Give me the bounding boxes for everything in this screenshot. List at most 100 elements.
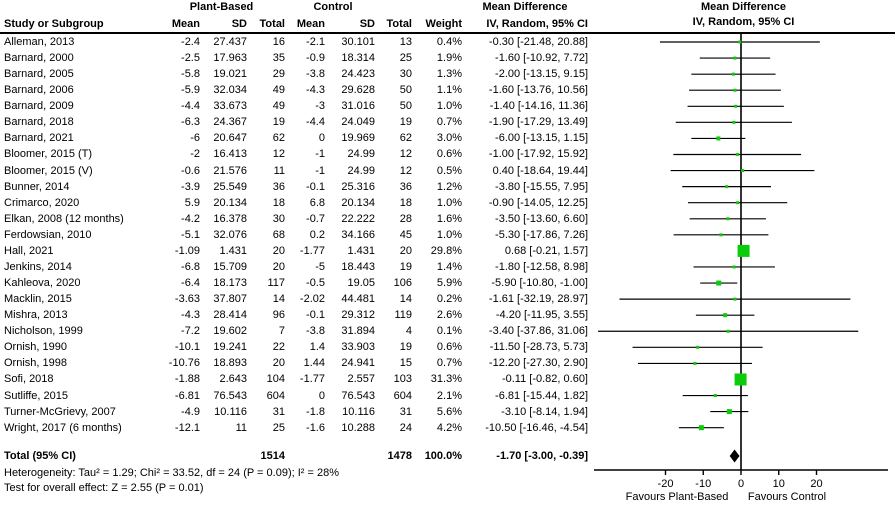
c-sd: 10.116 — [342, 405, 375, 418]
effect-marker — [734, 104, 738, 108]
c-sd: 44.481 — [341, 293, 375, 306]
total-c-n: 1478 — [387, 450, 412, 462]
study-row: Mishra, 2013 -4.3 28.414 96 -0.1 29.312 119 2.6… — [0, 307, 588, 323]
c-mean: -0.1 — [306, 180, 325, 193]
c-mean: -3.8 — [306, 68, 325, 81]
study-name: Barnard, 2006 — [4, 84, 74, 97]
pb-total: 29 — [272, 68, 285, 81]
md-ci: -1.40 [-14.16, 11.36] — [489, 100, 588, 113]
study-row: Crimarco, 2020 5.9 20.134 18 6.8 20.134 18 1.0%… — [0, 195, 588, 211]
c-sd: 33.903 — [341, 341, 375, 354]
group-header-control: Control — [313, 1, 353, 13]
weight: 0.2% — [436, 293, 462, 306]
md-ci: -3.50 [-13.60, 6.60] — [495, 212, 588, 225]
effect-marker — [733, 56, 737, 60]
md-ci: -1.80 [-12.58, 8.98] — [495, 260, 588, 273]
pb-mean: -5.1 — [181, 228, 200, 241]
pb-total: 30 — [272, 212, 285, 225]
c-total: 13 — [399, 36, 412, 48]
c-total: 4 — [405, 325, 412, 338]
study-row: Turner-McGrievy, 2007 -4.9 10.116 31 -1.8 10.… — [0, 404, 588, 420]
total-row: Total (95% CI) 1514 1478 100.0% -1.70 [-… — [0, 448, 588, 464]
col-header-md-ci: IV, Random, 95% CI — [486, 18, 588, 30]
study-row: Bloomer, 2015 (T) -2 16.413 12 -1 24.99 12 0.6%… — [0, 146, 588, 162]
effect-marker — [726, 409, 732, 415]
study-name: Ornish, 1998 — [4, 357, 67, 370]
pb-total: 117 — [267, 277, 285, 290]
axis-tick-label: -10 — [695, 478, 711, 490]
weight: 4.2% — [436, 421, 462, 434]
weight: 31.3% — [430, 373, 462, 386]
study-name: Bunner, 2014 — [4, 180, 70, 193]
c-total: 19 — [399, 116, 412, 129]
pb-mean: -2.4 — [181, 36, 200, 48]
pb-sd: 20.647 — [213, 132, 247, 145]
weight: 1.2% — [436, 180, 462, 193]
weight: 1.9% — [436, 52, 462, 65]
pb-sd: 17.963 — [213, 52, 247, 65]
study-row: Hall, 2021 -1.09 1.431 20 -1.77 1.431 20 29.8% 0… — [0, 243, 588, 259]
c-total: 103 — [393, 373, 412, 386]
pb-sd: 24.367 — [213, 116, 247, 129]
c-sd: 31.016 — [341, 100, 375, 113]
study-row: Ferdowsian, 2010 -5.1 32.076 68 0.2 34.166 45 1… — [0, 227, 588, 243]
md-ci: -3.80 [-15.55, 7.95] — [495, 180, 588, 193]
pb-total: 49 — [272, 84, 285, 97]
c-total: 25 — [399, 52, 412, 65]
pb-sd: 16.378 — [213, 212, 247, 225]
md-ci: -1.00 [-17.92, 15.92] — [488, 148, 588, 161]
col-header-pb-total: Total — [259, 18, 285, 30]
study-name: Elkan, 2008 (12 months) — [4, 212, 124, 225]
study-name: Sutliffe, 2015 — [4, 389, 69, 402]
col-header-study: Study or Subgroup — [4, 18, 104, 30]
c-total: 15 — [399, 357, 412, 370]
col-header-pb-mean: Mean — [171, 18, 200, 30]
effect-marker — [732, 265, 736, 269]
pb-total: 68 — [272, 228, 285, 241]
c-mean: -0.9 — [306, 52, 325, 65]
pb-mean: -1.88 — [174, 373, 200, 386]
weight: 1.0% — [436, 100, 462, 113]
effect-marker — [732, 120, 736, 124]
pb-total: 20 — [272, 260, 285, 273]
study-name: Nicholson, 1999 — [4, 325, 83, 338]
pb-sd: 19.602 — [213, 325, 247, 338]
md-ci: -1.90 [-17.29, 13.49] — [488, 116, 588, 129]
total-label: Total (95% CI) — [4, 450, 76, 462]
study-row: Barnard, 2021 -6 20.647 62 0 19.969 62 3.0% -6.0… — [0, 130, 588, 146]
pb-sd: 16.413 — [213, 148, 247, 161]
c-sd: 25.316 — [341, 180, 375, 193]
weight: 29.8% — [430, 244, 462, 257]
pb-total: 25 — [272, 421, 285, 434]
pb-total: 11 — [273, 164, 285, 177]
study-row: Bloomer, 2015 (V) -0.6 21.576 11 -1 24.99 12 0.… — [0, 163, 588, 179]
study-name: Macklin, 2015 — [4, 293, 72, 306]
pb-mean: -6.81 — [174, 389, 200, 402]
pb-mean: -2 — [190, 148, 200, 161]
study-name: Kahleova, 2020 — [4, 277, 81, 290]
effect-marker — [726, 329, 730, 333]
c-mean: -1.6 — [306, 421, 325, 434]
pb-mean: -4.4 — [181, 100, 200, 113]
c-mean: -1 — [315, 148, 325, 161]
pb-total: 104 — [266, 373, 285, 386]
study-row: Ornish, 1998 -10.76 18.893 20 1.44 24.941 15 0.… — [0, 355, 588, 371]
effect-marker — [741, 169, 745, 173]
weight: 1.0% — [436, 196, 462, 209]
c-mean: -5 — [315, 260, 325, 273]
effect-marker — [716, 136, 721, 141]
md-ci: -6.81 [-15.44, 1.82] — [495, 389, 588, 402]
pb-sd: 18.893 — [213, 357, 247, 370]
c-total: 28 — [399, 212, 412, 225]
pb-total: 20 — [272, 357, 285, 370]
weight: 1.4% — [436, 260, 462, 273]
study-name: Sofi, 2018 — [4, 373, 54, 386]
md-ci: -11.50 [-28.73, 5.73] — [489, 341, 588, 354]
pb-total: 20 — [272, 244, 285, 257]
c-sd: 29.628 — [341, 84, 375, 97]
group-header-plant-based: Plant-Based — [189, 1, 254, 13]
c-mean: -1.77 — [299, 373, 325, 386]
c-total: 119 — [394, 309, 412, 322]
study-row: Elkan, 2008 (12 months) -4.2 16.378 30 -0.7 2… — [0, 211, 588, 227]
study-name: Hall, 2021 — [4, 244, 54, 257]
